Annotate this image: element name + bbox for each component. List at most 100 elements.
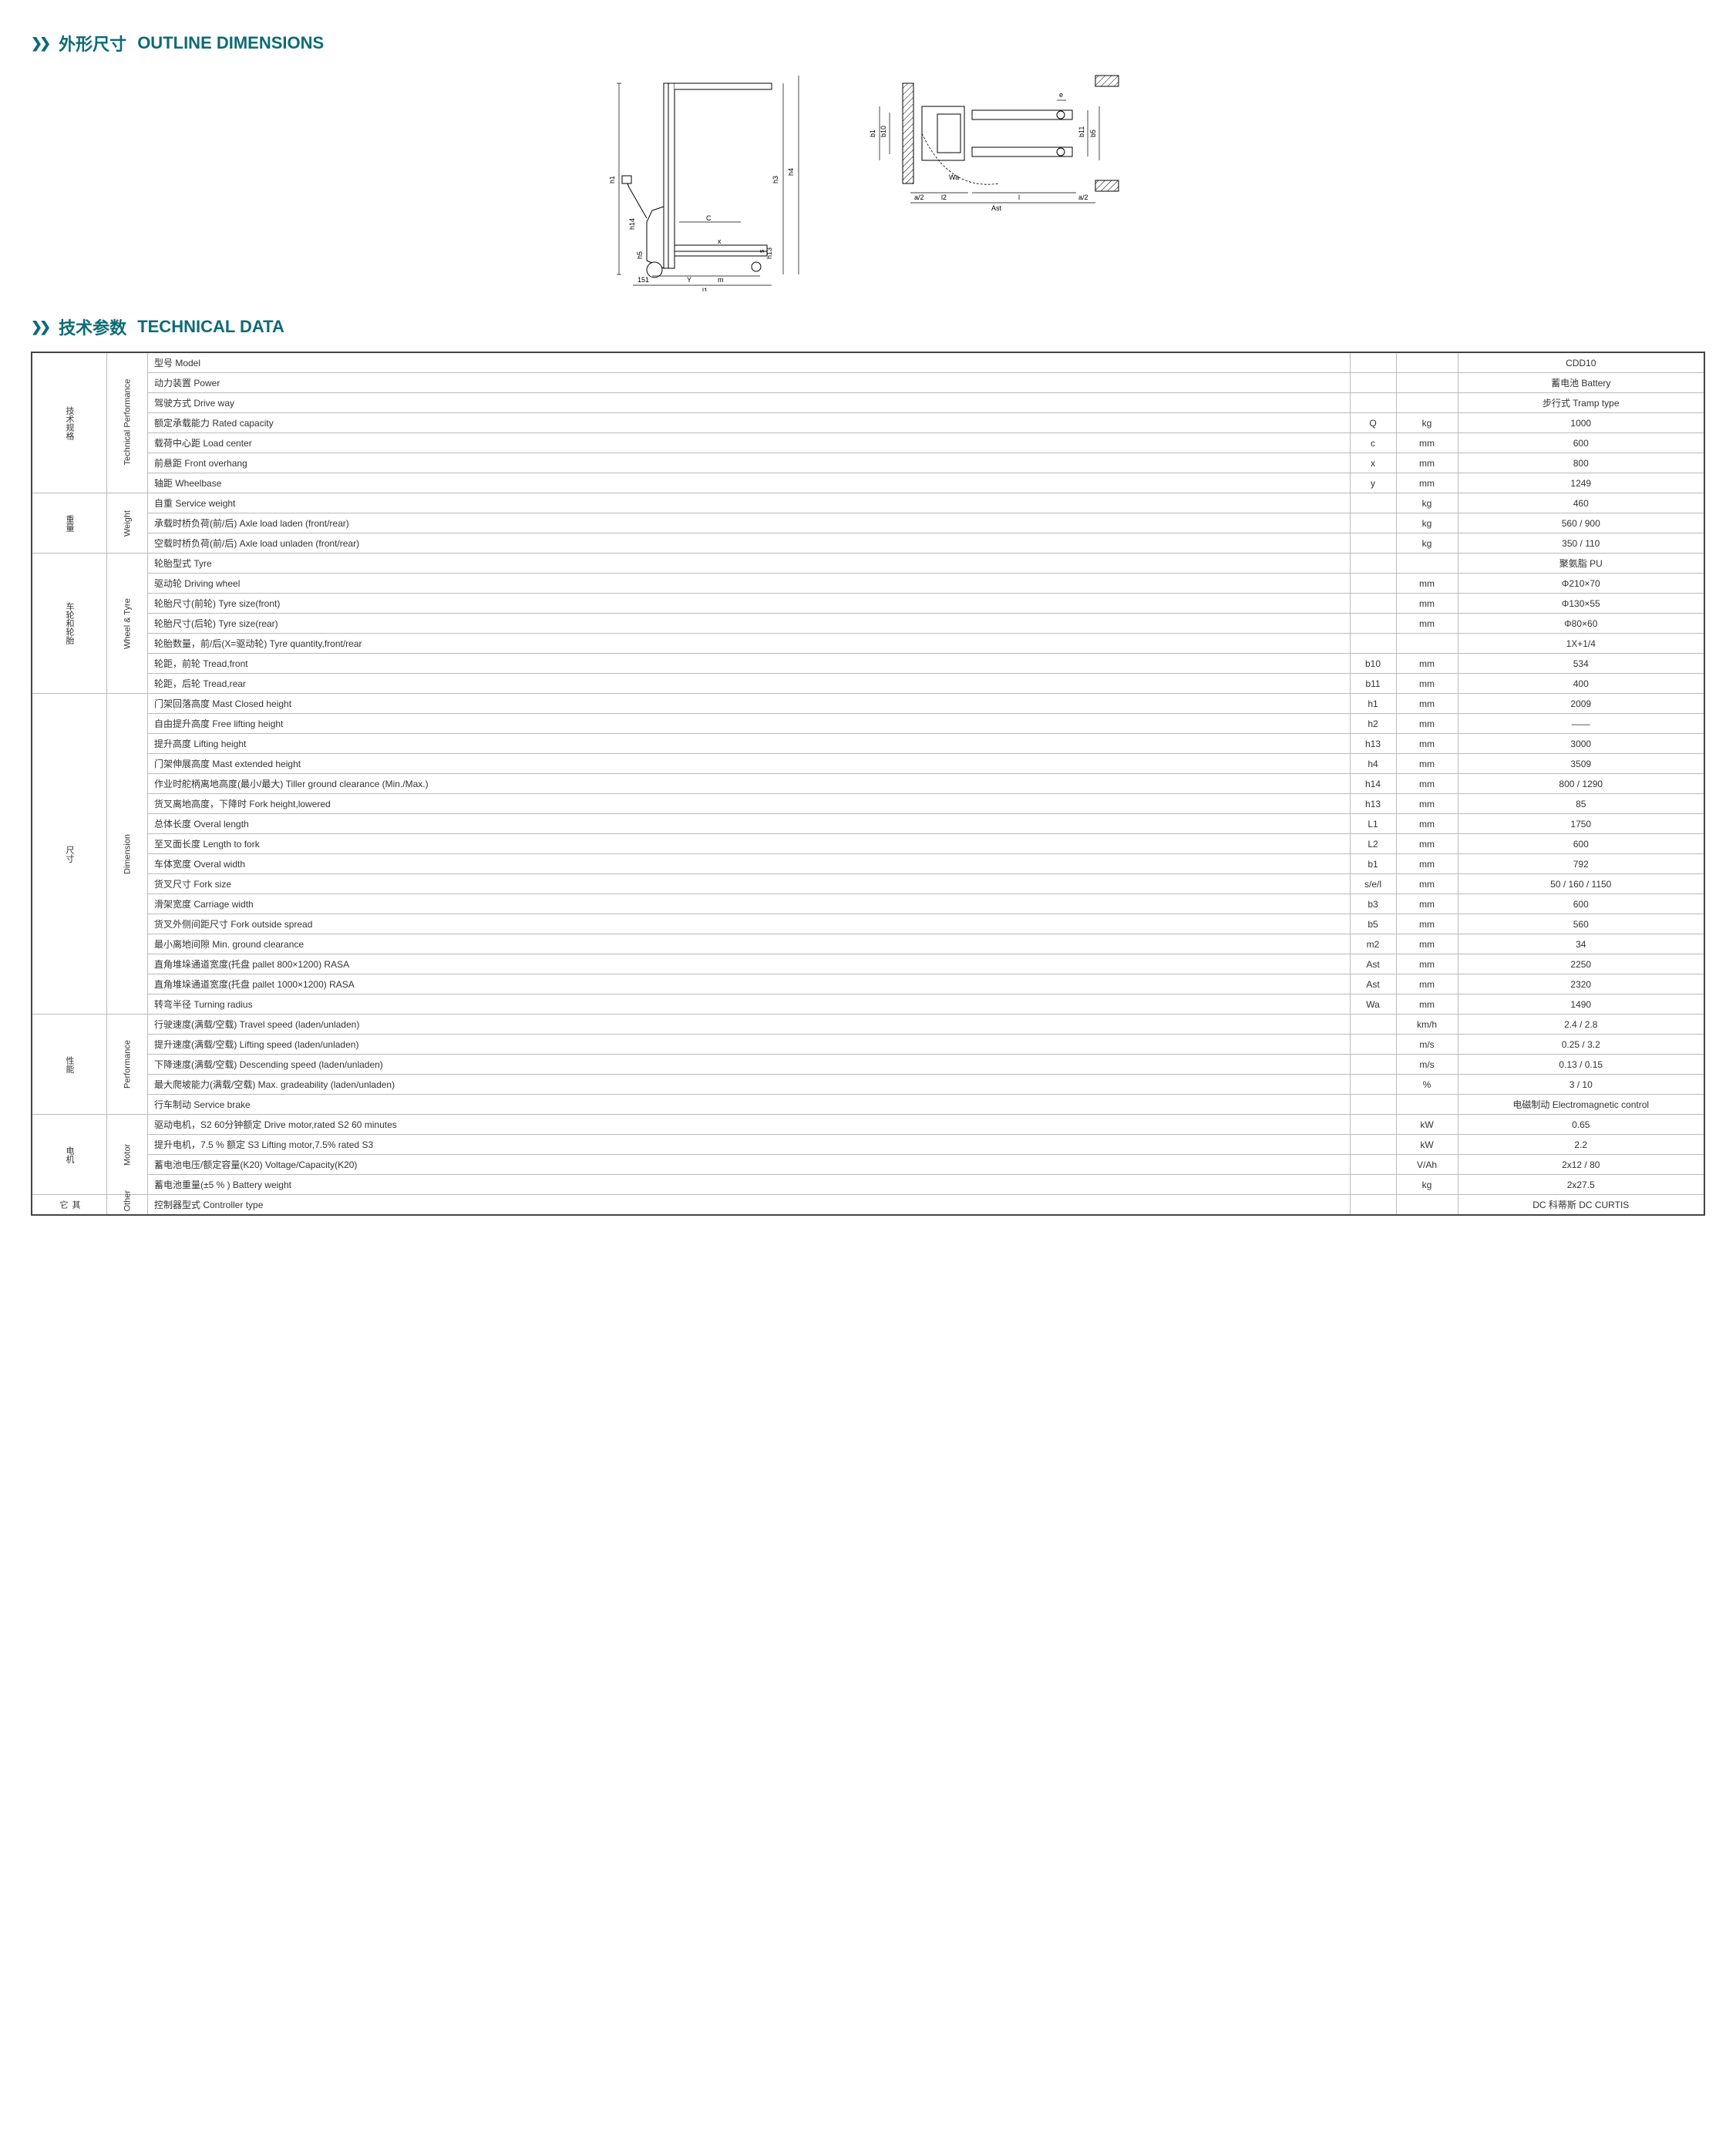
spec-unit: mm bbox=[1396, 814, 1458, 834]
svg-text:a/2: a/2 bbox=[1078, 194, 1088, 201]
svg-text:s: s bbox=[758, 249, 765, 253]
spec-description: 行驶速度(满载/空载) Travel speed (laden/unladen) bbox=[148, 1015, 1351, 1035]
spec-description: 额定承载能力 Rated capacity bbox=[148, 413, 1351, 433]
spec-value: 800 bbox=[1458, 453, 1704, 473]
svg-text:e: e bbox=[1059, 91, 1063, 99]
spec-unit bbox=[1396, 554, 1458, 574]
spec-symbol: b5 bbox=[1350, 914, 1396, 934]
spec-unit: mm bbox=[1396, 574, 1458, 594]
spec-unit: mm bbox=[1396, 714, 1458, 734]
spec-value: 34 bbox=[1458, 934, 1704, 954]
spec-value: Φ210×70 bbox=[1458, 574, 1704, 594]
spec-symbol bbox=[1350, 513, 1396, 533]
spec-unit: mm bbox=[1396, 754, 1458, 774]
spec-description: 轮胎数量，前/后(X=驱动轮) Tyre quantity,front/rear bbox=[148, 634, 1351, 654]
svg-text:Ast: Ast bbox=[991, 204, 1002, 212]
spec-symbol bbox=[1350, 634, 1396, 654]
spec-symbol bbox=[1350, 1155, 1396, 1175]
spec-unit bbox=[1396, 634, 1458, 654]
table-row: 车体宽度 Overal widthb1mm792 bbox=[32, 854, 1704, 874]
technical-data-header: ❯❯ 技术参数 TECHNICAL DATA bbox=[31, 315, 1705, 339]
table-row: 直角堆垛通道宽度(托盘 pallet 1000×1200) RASAAstmm2… bbox=[32, 974, 1704, 994]
spec-description: 作业时舵柄离地高度(最小/最大) Tiller ground clearance… bbox=[148, 774, 1351, 794]
svg-text:h5: h5 bbox=[636, 251, 644, 259]
group-label-en: Dimension bbox=[107, 694, 148, 1015]
table-row: 载荷中心距 Load centercmm600 bbox=[32, 433, 1704, 453]
table-row: 电机Motor驱动电机，S2 60分钟额定 Drive motor,rated … bbox=[32, 1115, 1704, 1135]
spec-symbol: s/e/l bbox=[1350, 874, 1396, 894]
outline-dimensions-header: ❯❯ 外形尺寸 OUTLINE DIMENSIONS bbox=[31, 31, 1705, 56]
spec-symbol bbox=[1350, 1195, 1396, 1216]
spec-unit: kW bbox=[1396, 1115, 1458, 1135]
spec-symbol: b11 bbox=[1350, 674, 1396, 694]
spec-unit: mm bbox=[1396, 994, 1458, 1015]
table-row: 提升电机，7.5 % 额定 S3 Lifting motor,7.5% rate… bbox=[32, 1135, 1704, 1155]
table-row: 尺寸Dimension门架回落高度 Mast Closed heighth1mm… bbox=[32, 694, 1704, 714]
table-row: 轮胎数量，前/后(X=驱动轮) Tyre quantity,front/rear… bbox=[32, 634, 1704, 654]
spec-description: 直角堆垛通道宽度(托盘 pallet 800×1200) RASA bbox=[148, 954, 1351, 974]
table-row: 轮距，前轮 Tread,frontb10mm534 bbox=[32, 654, 1704, 674]
table-row: 作业时舵柄离地高度(最小/最大) Tiller ground clearance… bbox=[32, 774, 1704, 794]
spec-value: 2x27.5 bbox=[1458, 1175, 1704, 1195]
spec-symbol: m2 bbox=[1350, 934, 1396, 954]
spec-unit: mm bbox=[1396, 674, 1458, 694]
spec-description: 型号 Model bbox=[148, 352, 1351, 373]
svg-text:Wa: Wa bbox=[949, 173, 959, 181]
spec-value: 0.25 / 3.2 bbox=[1458, 1035, 1704, 1055]
spec-value: CDD10 bbox=[1458, 352, 1704, 373]
spec-unit: mm bbox=[1396, 854, 1458, 874]
spec-symbol bbox=[1350, 594, 1396, 614]
svg-text:b1: b1 bbox=[869, 130, 876, 137]
spec-symbol bbox=[1350, 574, 1396, 594]
diagram-container: h1 h14 h5 151 l1 Y m h3 h4 C x s h13 bbox=[31, 68, 1705, 291]
spec-unit: mm bbox=[1396, 954, 1458, 974]
table-row: 货叉尺寸 Fork sizes/e/lmm50 / 160 / 1150 bbox=[32, 874, 1704, 894]
spec-value: 步行式 Tramp type bbox=[1458, 393, 1704, 413]
spec-symbol bbox=[1350, 1115, 1396, 1135]
table-row: 最大爬坡能力(满载/空载) Max. gradeability (laden/u… bbox=[32, 1075, 1704, 1095]
spec-value: 2009 bbox=[1458, 694, 1704, 714]
svg-text:m: m bbox=[718, 276, 724, 284]
spec-description: 最小离地间隙 Min. ground clearance bbox=[148, 934, 1351, 954]
table-row: 蓄电池电压/额定容量(K20) Voltage/Capacity(K20)V/A… bbox=[32, 1155, 1704, 1175]
spec-value: 聚氨脂 PU bbox=[1458, 554, 1704, 574]
section2-title-cn: 技术参数 bbox=[59, 315, 126, 339]
group-label-cn: 重量 bbox=[32, 493, 107, 554]
spec-symbol bbox=[1350, 393, 1396, 413]
spec-description: 轮胎尺寸(前轮) Tyre size(front) bbox=[148, 594, 1351, 614]
spec-unit: mm bbox=[1396, 794, 1458, 814]
spec-unit: kg bbox=[1396, 533, 1458, 554]
spec-symbol: h4 bbox=[1350, 754, 1396, 774]
spec-description: 蓄电池电压/额定容量(K20) Voltage/Capacity(K20) bbox=[148, 1155, 1351, 1175]
spec-description: 轮距，后轮 Tread,rear bbox=[148, 674, 1351, 694]
spec-description: 下降速度(满载/空载) Descending speed (laden/unla… bbox=[148, 1055, 1351, 1075]
group-label-en: Weight bbox=[107, 493, 148, 554]
table-row: 车轮和轮胎Wheel & Tyre轮胎型式 Tyre聚氨脂 PU bbox=[32, 554, 1704, 574]
spec-unit: mm bbox=[1396, 834, 1458, 854]
spec-value: Φ130×55 bbox=[1458, 594, 1704, 614]
spec-value: 3 / 10 bbox=[1458, 1075, 1704, 1095]
spec-value: 50 / 160 / 1150 bbox=[1458, 874, 1704, 894]
table-row: 至叉面长度 Length to forkL2mm600 bbox=[32, 834, 1704, 854]
spec-unit: kg bbox=[1396, 513, 1458, 533]
spec-symbol bbox=[1350, 1075, 1396, 1095]
group-label-cn: 尺寸 bbox=[32, 694, 107, 1015]
spec-unit: mm bbox=[1396, 874, 1458, 894]
spec-symbol: Ast bbox=[1350, 974, 1396, 994]
spec-value: 电磁制动 Electromagnetic control bbox=[1458, 1095, 1704, 1115]
table-row: 轴距 Wheelbaseymm1249 bbox=[32, 473, 1704, 493]
spec-value: 1249 bbox=[1458, 473, 1704, 493]
spec-unit: kg bbox=[1396, 493, 1458, 513]
spec-unit: kW bbox=[1396, 1135, 1458, 1155]
svg-text:l1: l1 bbox=[702, 287, 708, 291]
svg-text:b10: b10 bbox=[880, 126, 887, 137]
table-row: 重量Weight自重 Service weightkg460 bbox=[32, 493, 1704, 513]
table-row: 蓄电池重量(±5 % ) Battery weightkg2x27.5 bbox=[32, 1175, 1704, 1195]
table-row: 性能Performance行驶速度(满载/空载) Travel speed (l… bbox=[32, 1015, 1704, 1035]
spec-unit: mm bbox=[1396, 914, 1458, 934]
spec-description: 最大爬坡能力(满载/空载) Max. gradeability (laden/u… bbox=[148, 1075, 1351, 1095]
svg-text:h1: h1 bbox=[610, 176, 616, 183]
spec-symbol: L2 bbox=[1350, 834, 1396, 854]
spec-symbol bbox=[1350, 1035, 1396, 1055]
spec-unit bbox=[1396, 352, 1458, 373]
